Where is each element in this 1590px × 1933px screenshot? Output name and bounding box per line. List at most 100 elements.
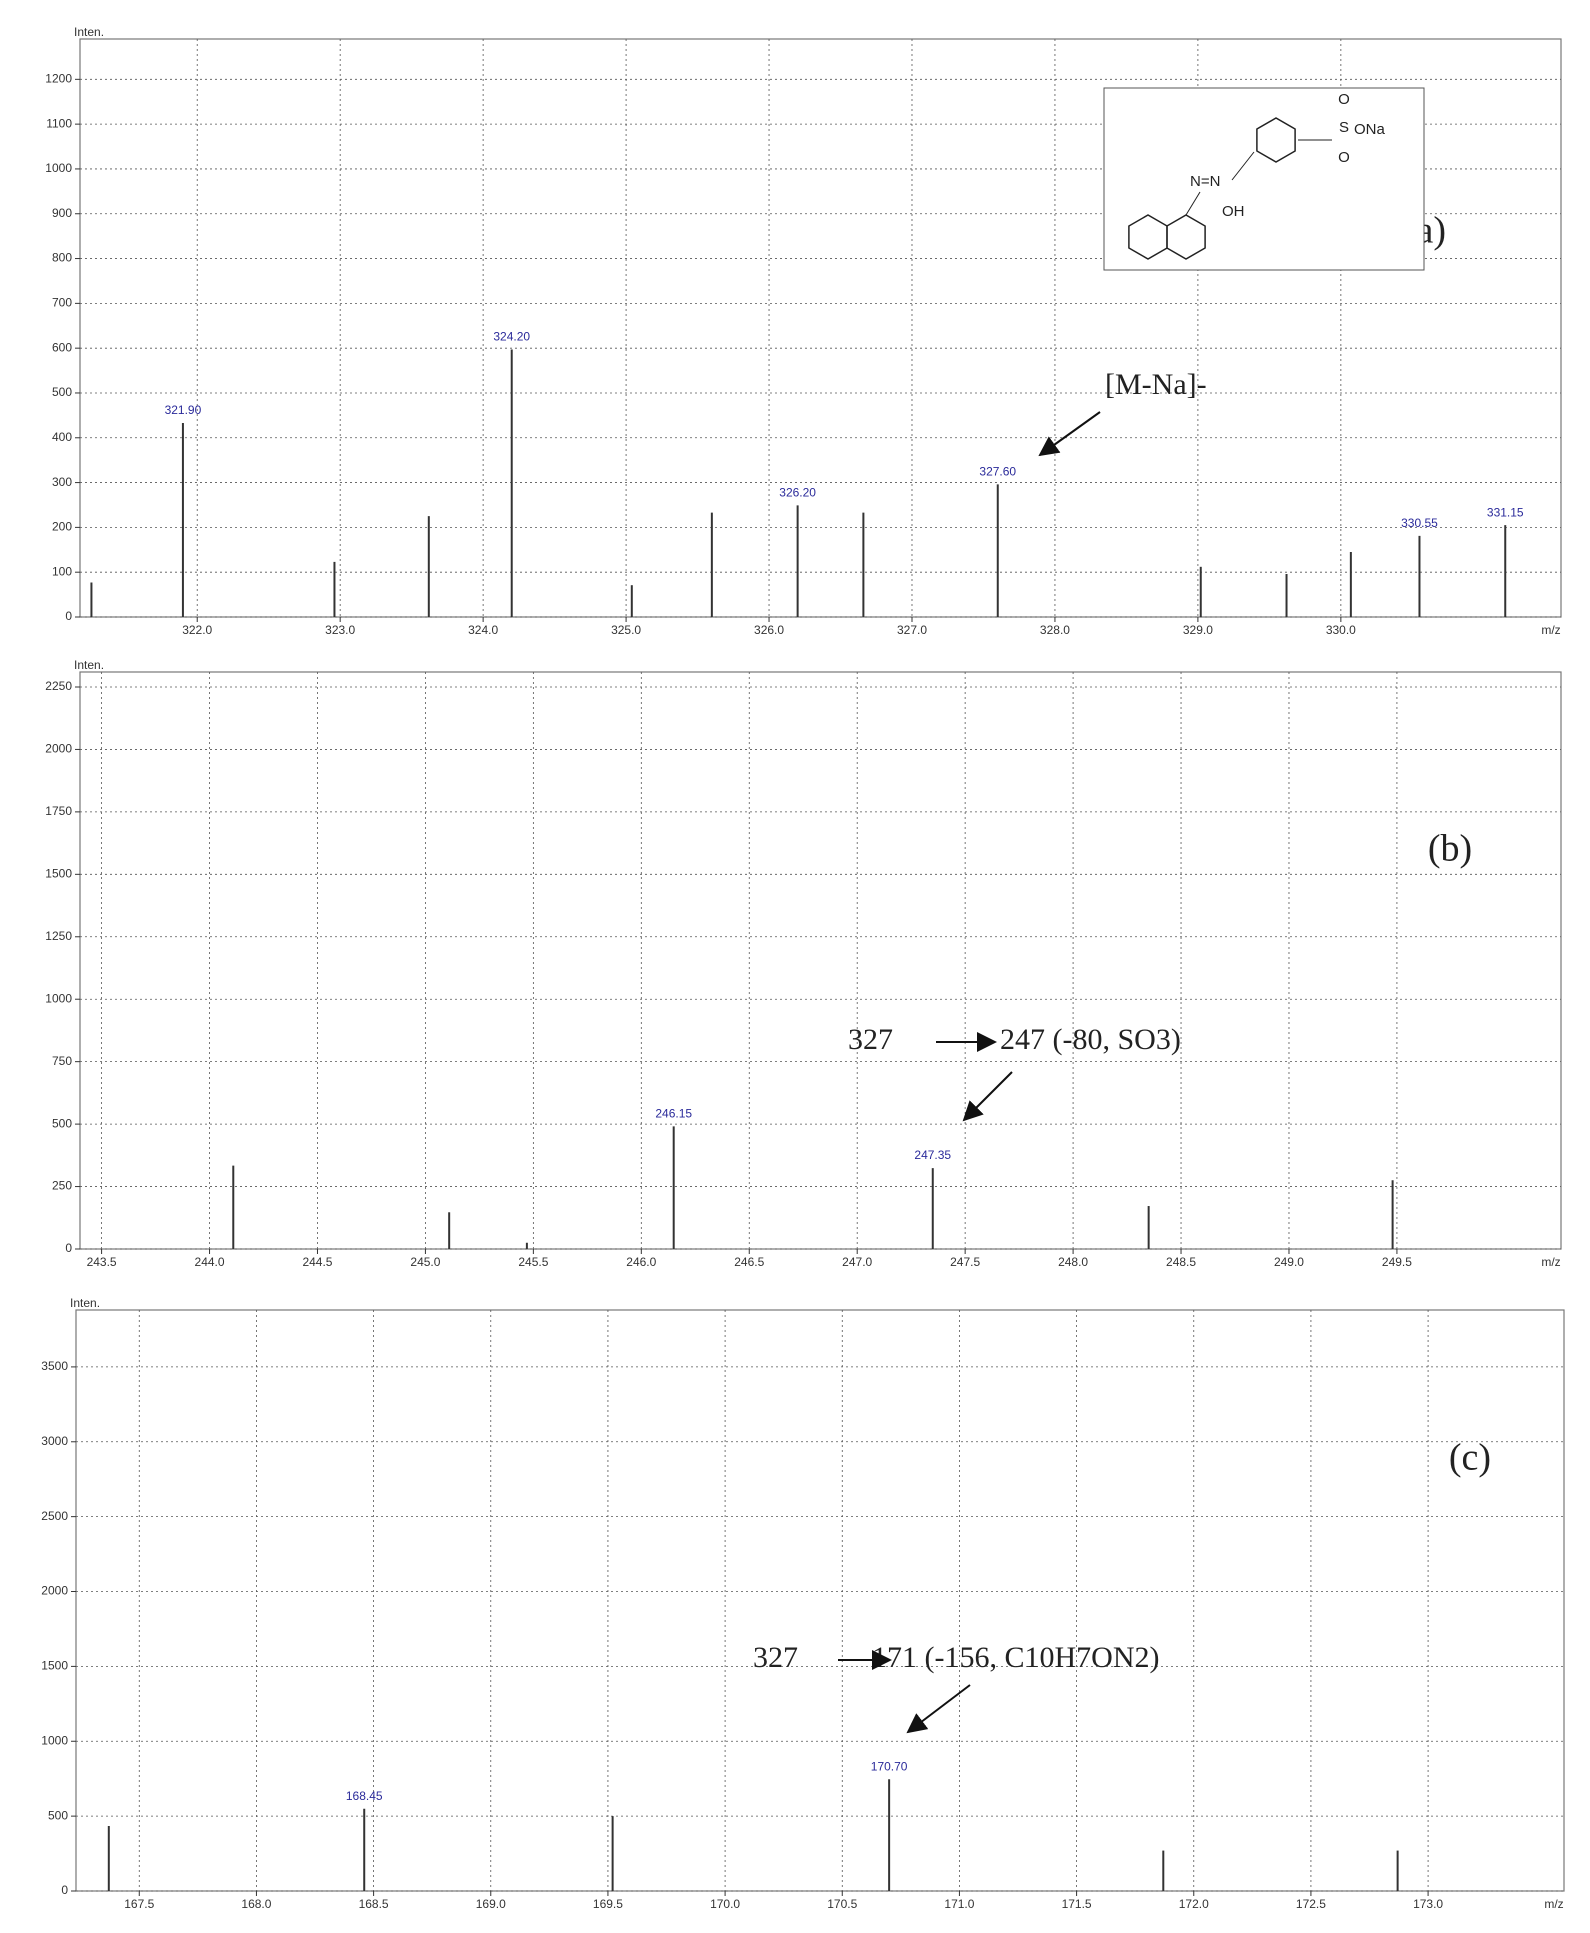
y-tick-label: 300 <box>52 475 72 489</box>
x-tick-label: 168.0 <box>241 1897 271 1911</box>
annotation: 171 (-156, C10H7ON2) <box>872 1641 1159 1674</box>
y-tick-label: 0 <box>61 1883 68 1897</box>
peak-label: 327.60 <box>979 465 1016 479</box>
peak-label: 331.15 <box>1487 505 1524 519</box>
y-tick-label: 0 <box>65 609 72 623</box>
x-tick-label: 170.5 <box>827 1897 857 1911</box>
bond <box>1231 151 1255 181</box>
y-tick-label: 1500 <box>41 1659 68 1673</box>
x-tick-label: 249.5 <box>1382 1255 1412 1269</box>
x-axis-label: m/z <box>1544 1897 1563 1911</box>
structure-label: O <box>1338 149 1350 166</box>
y-tick-label: 1250 <box>45 929 72 943</box>
x-tick-label: 323.0 <box>325 623 355 637</box>
peak-label: 321.90 <box>165 403 202 417</box>
y-tick-label: 700 <box>52 296 72 310</box>
structure-label: ONa <box>1354 121 1386 138</box>
y-axis-label: Inten. <box>74 658 104 672</box>
x-tick-label: 330.0 <box>1326 623 1356 637</box>
y-tick-label: 1000 <box>41 1733 68 1747</box>
y-tick-label: 1750 <box>45 804 72 818</box>
y-tick-label: 200 <box>52 520 72 534</box>
y-tick-label: 500 <box>52 1116 72 1130</box>
structure-label: N=N <box>1190 173 1220 190</box>
y-tick-label: 600 <box>52 340 72 354</box>
y-tick-label: 500 <box>48 1808 68 1822</box>
x-tick-label: 171.5 <box>1062 1897 1092 1911</box>
y-tick-label: 400 <box>52 430 72 444</box>
arrow <box>962 1071 1013 1122</box>
x-tick-label: 249.0 <box>1274 1255 1304 1269</box>
plot-frame <box>79 671 1562 1250</box>
peak-label: 324.20 <box>493 330 530 344</box>
y-tick-label: 1000 <box>45 991 72 1005</box>
y-tick-label: 3500 <box>41 1359 68 1373</box>
peak-label: 330.55 <box>1401 516 1438 530</box>
y-tick-label: 2500 <box>41 1509 68 1523</box>
peak-label: 170.70 <box>871 1759 908 1773</box>
x-tick-label: 246.0 <box>626 1255 656 1269</box>
y-tick-label: 500 <box>52 385 72 399</box>
x-tick-label: 245.5 <box>518 1255 548 1269</box>
panel-label: (b) <box>1428 828 1472 870</box>
plot-frame <box>75 1309 1565 1892</box>
annotation: 327 <box>848 1023 893 1056</box>
y-tick-label: 2000 <box>41 1584 68 1598</box>
y-tick-label: 1100 <box>46 116 72 130</box>
annotation: 247 (-80, SO3) <box>1000 1023 1181 1056</box>
x-axis-label: m/z <box>1541 623 1560 637</box>
x-tick-label: 167.5 <box>124 1897 154 1911</box>
x-tick-label: 243.5 <box>87 1255 117 1269</box>
y-tick-label: 250 <box>52 1179 72 1193</box>
peak-label: 247.35 <box>914 1148 951 1162</box>
y-axis-label: Inten. <box>70 1296 100 1310</box>
peak-label: 246.15 <box>655 1107 692 1121</box>
y-tick-label: 800 <box>52 251 72 265</box>
annotation: [M-Na]- <box>1105 368 1207 401</box>
x-axis-label: m/z <box>1541 1255 1560 1269</box>
x-tick-label: 173.0 <box>1413 1897 1443 1911</box>
arrow <box>1038 411 1101 457</box>
structure-label: O <box>1338 91 1350 108</box>
x-tick-label: 247.0 <box>842 1255 872 1269</box>
y-tick-label: 0 <box>65 1241 72 1255</box>
x-tick-label: 169.5 <box>593 1897 623 1911</box>
x-tick-label: 322.0 <box>182 623 212 637</box>
x-tick-label: 245.0 <box>410 1255 440 1269</box>
x-tick-label: 247.5 <box>950 1255 980 1269</box>
peak-label: 168.45 <box>346 1789 383 1803</box>
x-tick-label: 329.0 <box>1183 623 1213 637</box>
y-tick-label: 1500 <box>45 866 72 880</box>
x-tick-label: 244.5 <box>302 1255 332 1269</box>
ring <box>1128 117 1296 260</box>
structure-label: S <box>1339 119 1349 136</box>
x-tick-label: 246.5 <box>734 1255 764 1269</box>
y-tick-label: 2000 <box>45 742 72 756</box>
structure-box <box>1103 87 1425 271</box>
x-tick-label: 170.0 <box>710 1897 740 1911</box>
x-tick-label: 171.0 <box>944 1897 974 1911</box>
x-tick-label: 248.0 <box>1058 1255 1088 1269</box>
x-tick-label: 326.0 <box>754 623 784 637</box>
structure-label: OH <box>1222 203 1245 220</box>
y-tick-label: 3000 <box>41 1434 68 1448</box>
x-tick-label: 172.0 <box>1179 1897 1209 1911</box>
x-tick-label: 168.5 <box>359 1897 389 1911</box>
panel-label: (c) <box>1449 1437 1491 1479</box>
y-tick-label: 750 <box>52 1054 72 1068</box>
x-tick-label: 327.0 <box>897 623 927 637</box>
x-tick-label: 172.5 <box>1296 1897 1326 1911</box>
x-tick-label: 324.0 <box>468 623 498 637</box>
annotation: 327 <box>753 1641 798 1674</box>
x-tick-label: 328.0 <box>1040 623 1070 637</box>
peak-label: 326.20 <box>779 486 816 500</box>
x-tick-label: 248.5 <box>1166 1255 1196 1269</box>
y-tick-label: 1200 <box>45 71 72 85</box>
y-axis-label: Inten. <box>74 25 104 39</box>
x-tick-label: 244.0 <box>195 1255 225 1269</box>
y-tick-label: 1000 <box>45 161 72 175</box>
y-tick-label: 2250 <box>45 679 72 693</box>
y-tick-label: 900 <box>52 206 72 220</box>
